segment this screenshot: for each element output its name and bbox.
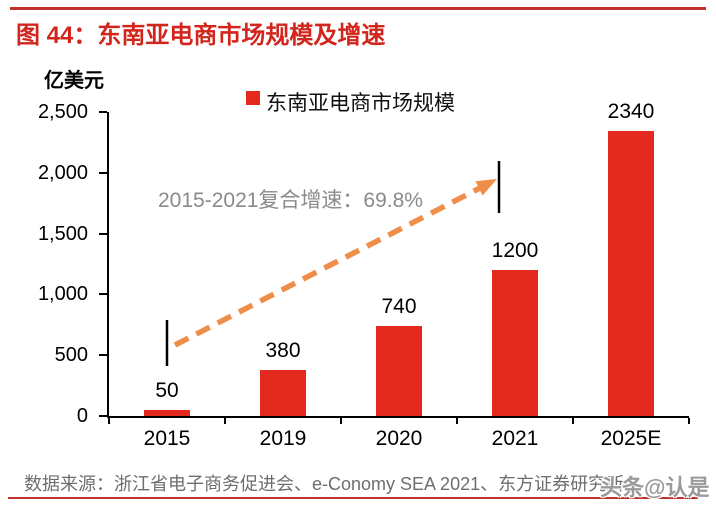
x-axis-label: 2019 — [259, 427, 307, 450]
bar-value-label: 50 — [155, 378, 179, 402]
x-axis-label: 2025E — [600, 427, 662, 450]
y-axis-tick-mark — [99, 354, 107, 357]
x-axis-tick-mark — [572, 418, 574, 424]
x-axis-tick-mark — [224, 418, 226, 424]
y-axis-tick-label: 0 — [76, 405, 88, 427]
cagr-arrow-layer — [165, 161, 501, 366]
cagr-arrow-dashed-line — [173, 185, 482, 348]
bar-slot: 1200 2021 — [457, 112, 573, 450]
x-axis-label: 2020 — [375, 427, 423, 450]
y-axis-tick-mark — [99, 232, 107, 235]
data-source-text: 数据来源：浙江省电子商务促进会、e-Conomy SEA 2021、东方证券研究… — [24, 474, 625, 494]
bar — [492, 270, 538, 416]
y-axis-tick-label: 500 — [54, 344, 88, 367]
x-axis-label: 2021 — [491, 427, 539, 450]
y-axis-tick-mark — [99, 415, 107, 417]
x-axis-tick-mark — [340, 418, 342, 424]
bar-slot: 740 2020 — [341, 112, 457, 450]
y-axis-tick-label: 1,500 — [37, 222, 88, 245]
bar-series: 50 2015 380 2019 740 2020 1200 2021 2340 2025E — [109, 101, 689, 450]
x-axis-tick-mark — [456, 418, 458, 424]
legend: 东南亚电商市场规模 — [246, 87, 455, 117]
legend-swatch-icon — [246, 91, 260, 105]
figure-title: 图 44：东南亚电商市场规模及增速 — [16, 22, 386, 49]
plot-area: 50 2015 380 2019 740 2020 1200 2021 2340 2025E 20… — [99, 101, 690, 450]
x-axis-tick-mark — [688, 418, 690, 424]
y-axis-labels: 0 500 1,000 1,500 2,000 2,500 — [0, 101, 88, 427]
bar — [260, 369, 306, 416]
bar-slot: 2340 2025E — [573, 101, 689, 450]
bar-value-label: 2340 — [607, 100, 655, 124]
bar-value-label: 740 — [381, 295, 417, 319]
y-axis-tick-mark — [99, 111, 107, 113]
cagr-annotation: 2015-2021复合增速：69.8% — [158, 189, 423, 212]
bar — [608, 131, 654, 416]
watermark-text: 头条@认是 — [600, 475, 710, 500]
cagr-arrow-head-icon — [475, 179, 497, 196]
y-axis-tick-label: 2,500 — [37, 101, 88, 123]
bar-value-label: 1200 — [491, 239, 539, 263]
y-axis-tick-mark — [99, 171, 107, 174]
bar-slot: 380 2019 — [225, 112, 341, 450]
y-axis-tick-label: 1,000 — [37, 283, 88, 306]
y-axis-tick-mark — [99, 293, 107, 296]
x-axis-tick-mark — [108, 418, 110, 424]
bar — [144, 409, 190, 416]
top-divider — [10, 7, 706, 10]
legend-label: 东南亚电商市场规模 — [266, 92, 455, 115]
bar — [376, 326, 422, 416]
x-axis-label: 2015 — [143, 427, 191, 450]
bar-slot: 50 2015 — [109, 112, 225, 450]
y-axis-unit-label: 亿美元 — [44, 70, 104, 92]
bottom-divider — [8, 497, 698, 499]
bar-value-label: 380 — [265, 338, 301, 362]
y-axis-tick-label: 2,000 — [37, 161, 88, 184]
